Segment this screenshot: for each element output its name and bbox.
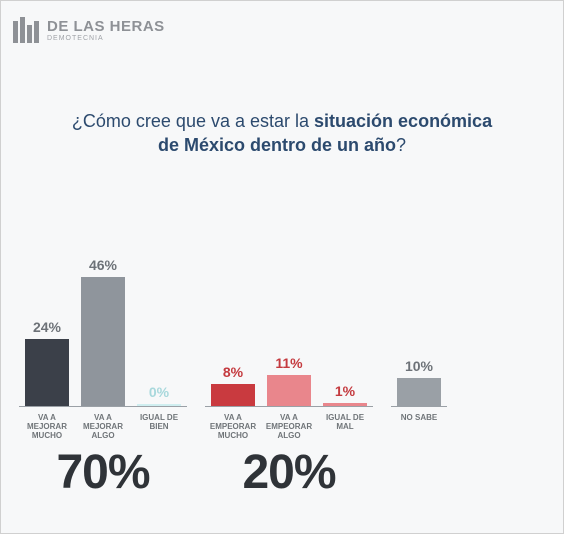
bars-row: 10% [391, 256, 447, 406]
bar-cell: 8% [205, 256, 261, 406]
bar [25, 339, 69, 406]
value-label: 11% [275, 355, 302, 371]
category-labels: VA A EMPEORAR MUCHOVA A EMPEORAR ALGOIGU… [205, 413, 373, 441]
bar-cell: 10% [391, 256, 447, 406]
category-label: NO SABE [391, 413, 447, 422]
value-label: 1% [335, 383, 355, 399]
bars-row: 8% 11% 1% [205, 256, 373, 406]
group-total: 20% [242, 445, 335, 500]
chart: 24% 46% 0% VA A MEJORAR MUCHOVA A MEJORAR A… [1, 256, 563, 500]
axis-line [205, 406, 373, 407]
bar-cell: 46% [75, 256, 131, 406]
bars-row: 24% 46% 0% [19, 256, 187, 406]
group-total: 70% [56, 445, 149, 500]
value-label: 24% [33, 319, 61, 335]
logo-sub: DEMOTECNIA [47, 35, 165, 42]
chart-group-negative: 8% 11% 1% VA A EMPEORAR MUCHOVA A EMPEORAR … [205, 256, 373, 500]
bar [397, 378, 441, 406]
logo-icon [11, 15, 41, 45]
category-labels: NO SABE [391, 413, 447, 422]
chart-group-unknown: 10% NO SABE [391, 256, 447, 500]
category-label: VA A MEJORAR MUCHO [19, 413, 75, 441]
logo: DE LAS HERAS DEMOTECNIA [1, 1, 563, 45]
value-label: 10% [405, 358, 433, 374]
bar-cell: 0% [131, 256, 187, 406]
bar [81, 277, 125, 406]
axis-line [391, 406, 447, 407]
logo-brand: DE LAS HERAS [47, 19, 165, 34]
bar [267, 375, 311, 406]
value-label: 8% [223, 364, 243, 380]
bar-cell: 24% [19, 256, 75, 406]
category-label: IGUAL DE MAL [317, 413, 373, 441]
category-labels: VA A MEJORAR MUCHOVA A MEJORAR ALGOIGUAL… [19, 413, 187, 441]
bar-cell: 1% [317, 256, 373, 406]
category-label: VA A EMPEORAR ALGO [261, 413, 317, 441]
bar-cell: 11% [261, 256, 317, 406]
question-post: ? [396, 135, 406, 155]
chart-group-positive: 24% 46% 0% VA A MEJORAR MUCHOVA A MEJORAR A… [19, 256, 187, 500]
value-label: 46% [89, 257, 117, 273]
question-pre: ¿Cómo cree que va a estar la [72, 111, 314, 131]
category-label: IGUAL DE BIEN [131, 413, 187, 441]
value-label: 0% [149, 384, 169, 400]
category-label: VA A EMPEORAR MUCHO [205, 413, 261, 441]
category-label: VA A MEJORAR ALGO [75, 413, 131, 441]
bar [211, 384, 255, 406]
question-text: ¿Cómo cree que va a estar la situación e… [1, 109, 563, 158]
axis-line [19, 406, 187, 407]
